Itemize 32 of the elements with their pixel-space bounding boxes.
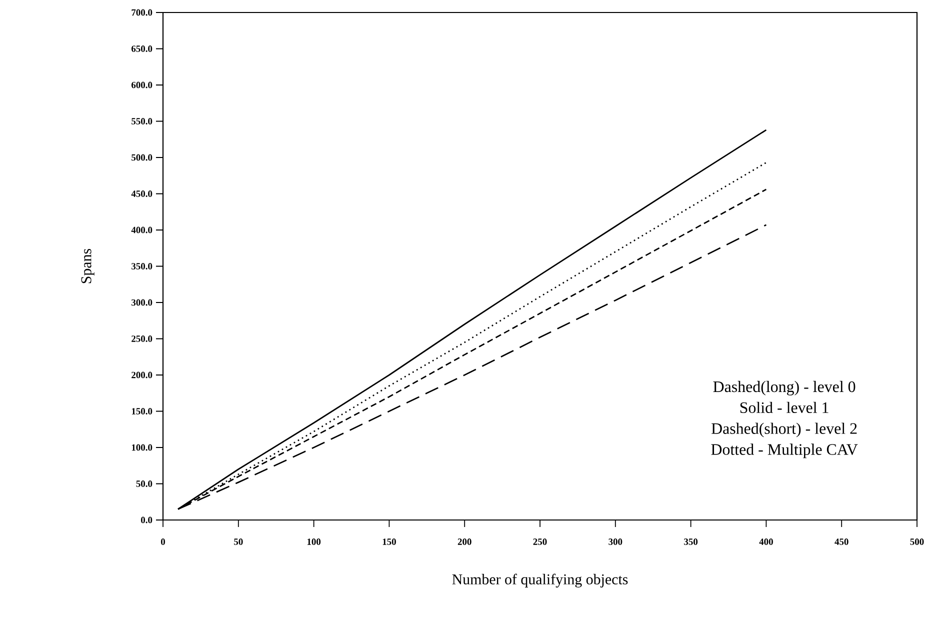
- y-tick-label: 100.0: [132, 444, 152, 451]
- annotation: Dashed(short) - level 2: [712, 422, 857, 438]
- x-tick-label: 350: [684, 538, 698, 545]
- y-tick-label: 600.0: [132, 82, 152, 88]
- y-tick-label: 250.0: [132, 336, 152, 342]
- y-tick-label: 350.0: [132, 263, 152, 270]
- x-tick-label: 500: [910, 538, 924, 545]
- y-tick-label: 0.0: [141, 516, 152, 524]
- y-tick-label: 500.0: [132, 154, 152, 161]
- y-tick-label: 450.0: [131, 190, 152, 197]
- x-tick-label: 450: [834, 538, 848, 545]
- x-tick-label: 300: [608, 538, 622, 545]
- annotation: Solid - level 1: [740, 402, 828, 414]
- y-tick-label: 150.0: [132, 408, 152, 414]
- y-tick-label: 550.0: [132, 118, 152, 124]
- x-axis-title: Number of qualifying objects: [452, 574, 628, 588]
- x-tick-label: 250: [533, 538, 547, 545]
- annotation: Dashed(long) - level 0: [713, 380, 856, 396]
- y-tick-label: 300.0: [132, 299, 152, 306]
- y-tick-label: 700.0: [132, 9, 152, 16]
- x-tick-label: 150: [382, 538, 396, 545]
- x-tick-label: 200: [458, 538, 472, 545]
- y-tick-label: 200.0: [132, 372, 152, 378]
- x-tick-label: 100: [307, 538, 321, 545]
- y-tick-label: 400.0: [131, 226, 152, 234]
- y-axis-title: Spans: [81, 248, 94, 284]
- x-tick-label: 0: [160, 538, 166, 545]
- x-tick-label: 50: [234, 538, 243, 545]
- y-tick-label: 50.0: [136, 480, 152, 487]
- annotation: Dotted - Multiple CAV: [711, 444, 858, 458]
- x-tick-label: 400: [759, 538, 773, 545]
- y-tick-label: 650.0: [132, 46, 152, 52]
